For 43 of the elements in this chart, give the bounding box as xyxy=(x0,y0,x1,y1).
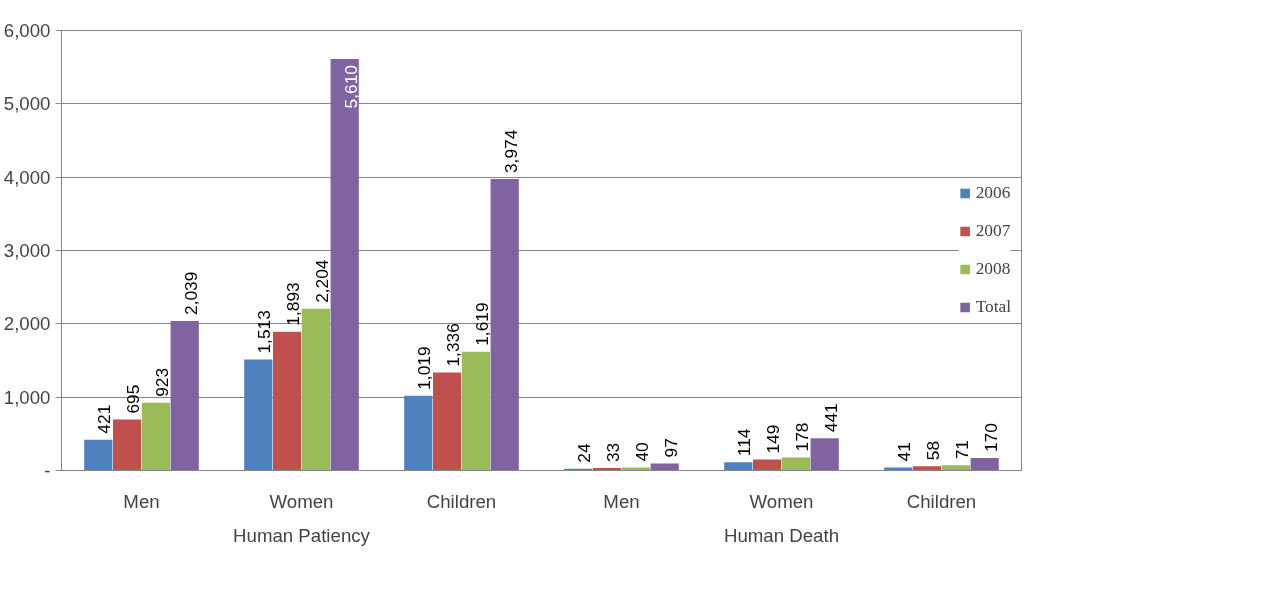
data-label: 33 xyxy=(603,442,624,463)
data-label: 2,204 xyxy=(311,259,332,303)
data-label: 170 xyxy=(980,423,1001,453)
data-label: 114 xyxy=(734,428,755,457)
x-tick-label: Children xyxy=(426,490,497,512)
data-label: 71 xyxy=(951,440,972,460)
x-tick-label: Men xyxy=(603,490,640,512)
data-label: 421 xyxy=(94,404,115,434)
y-tick-label: 1,000 xyxy=(3,386,51,408)
y-tick-label: 5,000 xyxy=(3,93,51,115)
data-label: 2,039 xyxy=(180,271,201,315)
y-tick-label: 3,000 xyxy=(3,240,51,261)
legend-label: Total xyxy=(975,297,1011,317)
data-label: 441 xyxy=(820,403,841,433)
legend-label: 2008 xyxy=(975,259,1011,279)
text: Human Death xyxy=(723,524,840,546)
data-label: 1,513 xyxy=(254,310,275,354)
x-tick-label: Women xyxy=(269,490,334,512)
data-label: 97 xyxy=(660,438,681,458)
data-label: 24 xyxy=(574,443,595,463)
data-label: 5,610 xyxy=(340,65,361,109)
y-tick-label: 2,000 xyxy=(3,313,51,335)
y-tick-label: 4,000 xyxy=(3,166,51,188)
x-tick-label: Women xyxy=(749,490,814,512)
legend-label: 2006 xyxy=(975,183,1011,203)
y-tick-label: - xyxy=(44,460,51,481)
data-label: 149 xyxy=(763,424,784,454)
data-label: 41 xyxy=(894,442,915,462)
x-tick-label: Men xyxy=(123,490,160,512)
y-tick-label: 6,000 xyxy=(3,20,51,41)
legend-label: 2007 xyxy=(975,221,1011,241)
data-label: 923 xyxy=(151,367,172,397)
data-label: 1,893 xyxy=(283,282,304,326)
data-label: 695 xyxy=(123,384,144,414)
data-label: 1,619 xyxy=(471,302,492,346)
data-label: 3,974 xyxy=(500,129,521,174)
data-label: 58 xyxy=(923,440,944,461)
data-label: 40 xyxy=(631,442,652,462)
data-label: 1,336 xyxy=(443,323,464,367)
data-label: 178 xyxy=(791,422,812,452)
x-tick-label: Children xyxy=(906,490,977,512)
text: Human Patiency xyxy=(233,524,371,546)
data-label: 1,019 xyxy=(414,346,435,390)
